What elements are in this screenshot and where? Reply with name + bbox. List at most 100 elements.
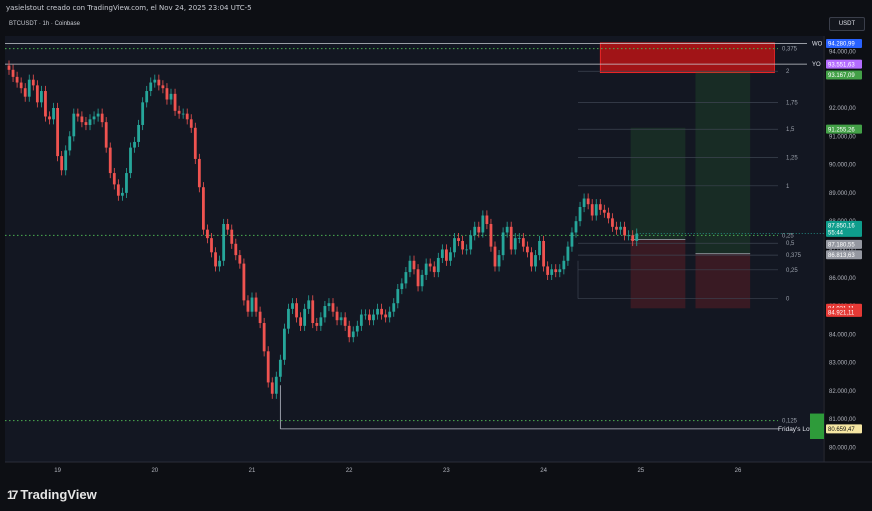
candle-body	[108, 147, 112, 174]
candle-body	[590, 204, 594, 216]
price-tag-1-bg	[826, 70, 862, 80]
candle-body	[627, 235, 631, 237]
candle-body	[631, 235, 635, 241]
fib-level-label: 0,5	[786, 241, 795, 247]
candle-body	[48, 116, 51, 120]
candle-body	[137, 124, 140, 142]
candle-body	[578, 207, 582, 222]
candle-body	[157, 79, 161, 86]
dotted-level-label: 0,375	[782, 47, 798, 53]
candle-body	[84, 122, 88, 125]
price-axis-tick: 83.000,00	[829, 361, 856, 367]
candle-body	[598, 204, 602, 210]
candle-body	[469, 235, 473, 250]
fib-level-label: 0,375	[786, 253, 802, 259]
candle-body	[623, 226, 626, 236]
candle-body	[303, 308, 307, 326]
yo-label: YO	[812, 62, 821, 68]
candle-body	[44, 91, 47, 117]
candle-body	[453, 238, 456, 253]
candle-body	[396, 289, 400, 304]
candle-body	[31, 79, 35, 86]
candle-body	[339, 317, 343, 321]
time-axis-tick: 24	[540, 468, 547, 474]
price-tag-2-bg	[826, 124, 862, 134]
fib-level-label: 1,25	[786, 156, 798, 162]
yo-price-tag-bg	[826, 59, 862, 69]
candle-body	[461, 240, 464, 250]
candle-body	[52, 108, 55, 120]
candle-body	[19, 82, 23, 89]
fib-level-label: 1,5	[786, 127, 795, 133]
candle-body	[307, 300, 311, 309]
candle-body	[542, 240, 545, 267]
candle-body	[287, 308, 290, 329]
candle-body	[440, 249, 444, 258]
fridays-low-price-tag-bg	[826, 424, 862, 434]
candle-body	[129, 147, 132, 174]
candle-body	[234, 243, 238, 256]
candle-body	[104, 122, 108, 148]
candle-body	[7, 65, 11, 70]
price-axis-tick: 91.000,00	[829, 134, 856, 140]
candle-body	[501, 232, 505, 256]
candle-body	[210, 238, 213, 253]
price-axis-tick: 84.000,00	[829, 332, 856, 338]
candle-body	[270, 382, 274, 394]
candle-body	[521, 238, 525, 247]
candle-body	[278, 359, 282, 377]
time-axis-tick: 26	[735, 468, 742, 474]
price-axis-tick: 82.000,00	[829, 389, 856, 395]
candle-body	[254, 297, 258, 312]
candle-body	[331, 303, 335, 312]
chart-attribution: yasielstout creado con TradingView.com, …	[6, 4, 252, 12]
tradingview-logo[interactable]: 17 TradingView	[7, 487, 97, 502]
candle-body	[432, 266, 436, 273]
candle-body	[262, 323, 266, 352]
long-position-stop-zone-1	[630, 239, 686, 309]
price-axis-tick: 86.000,00	[829, 276, 856, 282]
candle-body	[477, 226, 481, 233]
candle-body	[465, 249, 469, 251]
candle-body	[497, 255, 501, 267]
price-tag-1: 93.167,09	[828, 73, 855, 79]
candle-body	[161, 85, 165, 89]
price-axis-panel	[824, 36, 872, 462]
price-axis-tick: 81.000,00	[829, 417, 856, 423]
candle-body	[562, 260, 566, 270]
candle-body	[615, 226, 618, 230]
candle-body	[372, 314, 375, 321]
candle-body	[177, 110, 181, 114]
price-tag-2: 91.255,26	[828, 127, 855, 133]
wo-price-tag-bg	[826, 38, 862, 48]
candle-body	[574, 221, 578, 233]
candle-body	[489, 223, 493, 247]
candle-body	[92, 116, 96, 120]
candle-body	[242, 263, 246, 301]
candle-body	[335, 311, 339, 321]
candle-body	[534, 255, 537, 267]
candle-body	[384, 314, 388, 318]
candle-body	[611, 218, 614, 227]
candle-body	[513, 238, 517, 250]
candle-body	[96, 113, 100, 117]
price-axis-tick: 90.000,00	[829, 163, 856, 169]
time-axis-tick: 25	[637, 468, 644, 474]
candle-body	[408, 260, 412, 273]
price-axis-tick: 92.000,00	[829, 106, 856, 112]
candle-body	[149, 82, 153, 92]
candle-body	[238, 255, 242, 264]
yo-price-tag: 93.551,63	[828, 62, 855, 68]
candle-body	[202, 187, 205, 230]
time-axis-tick: 23	[443, 468, 450, 474]
candle-body	[165, 88, 169, 100]
currency-button[interactable]: USDT	[829, 17, 865, 31]
candle-body	[392, 303, 396, 312]
candle-body	[364, 314, 367, 316]
candle-body	[181, 113, 185, 115]
price-tag-7: 84.921,11	[828, 311, 855, 317]
candle-body	[222, 223, 226, 261]
candle-body	[400, 283, 404, 290]
candle-body	[250, 297, 254, 312]
